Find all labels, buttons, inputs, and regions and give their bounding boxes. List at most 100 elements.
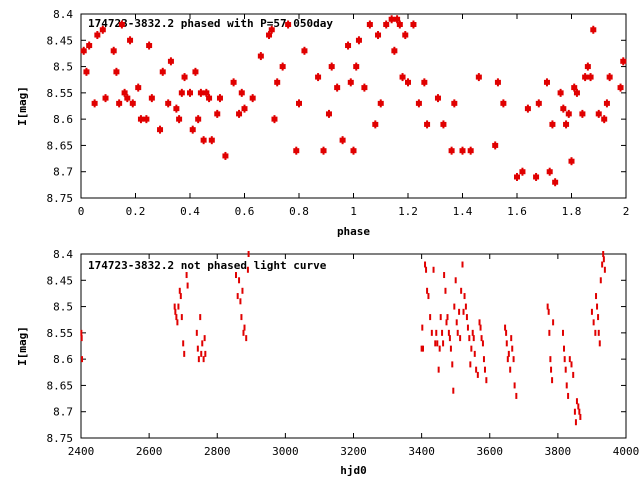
data-point [279, 64, 286, 70]
data-point [494, 79, 501, 85]
data-point [355, 37, 362, 43]
x-tick-label: 1.2 [398, 205, 418, 218]
x-tick-label: 0.6 [235, 205, 255, 218]
data-point [135, 85, 142, 91]
data-point [102, 95, 109, 101]
data-point [271, 116, 278, 122]
data-point [492, 142, 499, 148]
data-point [167, 58, 174, 64]
data-point [195, 116, 202, 122]
x-tick-label: 3200 [340, 445, 367, 458]
data-point [159, 69, 166, 75]
data-point [293, 148, 300, 154]
data-point [375, 32, 382, 38]
data-point [296, 100, 302, 106]
x-tick-label: 3000 [272, 445, 299, 458]
y-tick-label: 8.5 [53, 61, 73, 74]
data-point [325, 111, 332, 117]
data-point [83, 69, 90, 75]
data-point [459, 148, 466, 154]
data-point [606, 74, 613, 80]
data-point [80, 48, 87, 54]
x-tick-label: 1 [350, 205, 357, 218]
data-point [434, 95, 441, 101]
data-point [181, 74, 188, 80]
data-point [173, 106, 180, 112]
y-tick-label: 8.7 [53, 406, 73, 419]
x-tick-label: 2800 [204, 445, 231, 458]
data-point [514, 174, 520, 180]
data-point [345, 43, 352, 49]
data-point [568, 158, 575, 164]
x-tick-label: 3600 [477, 445, 504, 458]
data-point [143, 116, 150, 122]
data-point [467, 148, 474, 154]
x-axis-label: phase [337, 225, 370, 238]
data-point [410, 22, 417, 28]
data-point [353, 64, 360, 70]
data-point [361, 85, 368, 91]
data-point [424, 121, 431, 127]
x-tick-label: 1.4 [453, 205, 473, 218]
x-tick-label: 0 [78, 205, 85, 218]
x-tick-label: 2 [623, 205, 630, 218]
data-point [579, 111, 586, 117]
y-tick-label: 8.4 [53, 248, 73, 261]
data-point [372, 121, 379, 127]
data-point [118, 22, 125, 28]
data-point [214, 111, 221, 117]
data-point [587, 74, 594, 80]
data-point [394, 16, 401, 22]
data-point [396, 22, 403, 28]
data-point [603, 100, 610, 106]
data-point [230, 79, 237, 85]
y-tick-label: 8.7 [53, 166, 73, 179]
x-tick-label: 1.6 [507, 205, 527, 218]
data-point [549, 121, 556, 127]
y-tick-label: 8.5 [53, 301, 73, 314]
data-point [448, 148, 455, 154]
data-point [222, 153, 229, 159]
y-tick-label: 8.45 [47, 274, 74, 287]
data-point [339, 137, 346, 143]
data-point [203, 90, 210, 96]
data-point [475, 74, 482, 80]
data-point [405, 79, 411, 85]
data-point [257, 53, 264, 59]
data-point [552, 179, 559, 185]
x-axis-label: hjd0 [340, 464, 367, 477]
data-point [116, 100, 123, 106]
data-point [601, 116, 608, 122]
data-point [571, 85, 578, 91]
data-point [91, 100, 98, 106]
chart-title: 174723-3832.2 not phased light curve [88, 259, 327, 272]
data-point [350, 148, 357, 154]
y-axis-label: I[mag] [16, 86, 29, 126]
x-tick-label: 3800 [545, 445, 572, 458]
data-point [560, 106, 567, 112]
x-tick-label: 2400 [68, 445, 95, 458]
x-tick-label: 2600 [136, 445, 163, 458]
data-point [620, 58, 627, 64]
y-tick-label: 8.6 [53, 113, 73, 126]
data-point [146, 43, 153, 49]
data-point [546, 169, 553, 175]
data-point [176, 116, 183, 122]
data-point [187, 90, 193, 96]
data-point [208, 137, 215, 143]
data-point [582, 74, 589, 80]
data-point [274, 79, 281, 85]
data-point [320, 148, 327, 154]
data-point [110, 48, 117, 54]
data-point [266, 32, 273, 38]
data-point [192, 69, 199, 75]
data-point [334, 85, 341, 91]
data-point [165, 100, 172, 106]
y-axis-label: I[mag] [16, 326, 29, 366]
x-tick-label: 4000 [613, 445, 640, 458]
data-point [440, 121, 447, 127]
data-point [200, 137, 207, 143]
y-tick-label: 8.65 [47, 139, 74, 152]
data-point [157, 127, 164, 133]
